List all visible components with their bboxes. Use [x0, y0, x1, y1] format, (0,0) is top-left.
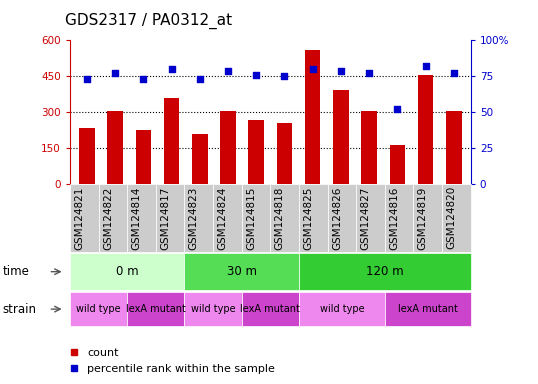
Text: GSM124827: GSM124827	[360, 186, 371, 250]
Text: GSM124822: GSM124822	[103, 186, 113, 250]
Bar	[79, 128, 95, 184]
Bar	[362, 111, 377, 184]
Text: GSM124815: GSM124815	[246, 186, 256, 250]
Point	[82, 76, 91, 82]
Bar	[136, 130, 151, 184]
Point	[195, 76, 204, 82]
Bar	[164, 98, 179, 184]
Point	[337, 68, 345, 74]
Text: 30 m: 30 m	[226, 265, 257, 278]
Point	[393, 106, 402, 113]
Point	[167, 66, 176, 72]
Bar	[277, 123, 292, 184]
Text: GSM124820: GSM124820	[447, 186, 456, 250]
Text: wild type: wild type	[191, 304, 236, 314]
Text: GSM124817: GSM124817	[160, 186, 170, 250]
Text: lexA mutant: lexA mutant	[126, 304, 186, 314]
Point	[450, 70, 458, 76]
Text: GDS2317 / PA0312_at: GDS2317 / PA0312_at	[65, 13, 232, 29]
Text: lexA mutant: lexA mutant	[398, 304, 458, 314]
Point	[365, 70, 373, 76]
Point	[111, 70, 119, 76]
Text: GSM124824: GSM124824	[217, 186, 228, 250]
Text: GSM124819: GSM124819	[418, 186, 428, 250]
Bar	[192, 134, 208, 184]
Text: wild type: wild type	[76, 304, 121, 314]
Bar	[446, 111, 462, 184]
Text: GSM124826: GSM124826	[332, 186, 342, 250]
Legend: count, percentile rank within the sample: count, percentile rank within the sample	[65, 344, 279, 379]
Bar	[390, 145, 405, 184]
Point	[308, 66, 317, 72]
Text: GSM124825: GSM124825	[303, 186, 313, 250]
Text: time: time	[3, 265, 30, 278]
Bar	[418, 75, 433, 184]
Text: GSM124823: GSM124823	[189, 186, 199, 250]
Bar	[333, 89, 349, 184]
Text: GSM124814: GSM124814	[131, 186, 141, 250]
Text: GSM124816: GSM124816	[389, 186, 399, 250]
Text: 120 m: 120 m	[366, 265, 404, 278]
Point	[252, 72, 260, 78]
Bar	[305, 50, 321, 184]
Text: GSM124821: GSM124821	[74, 186, 84, 250]
Text: 0 m: 0 m	[116, 265, 138, 278]
Bar	[249, 119, 264, 184]
Point	[421, 63, 430, 70]
Text: wild type: wild type	[320, 304, 364, 314]
Bar	[220, 111, 236, 184]
Text: strain: strain	[3, 303, 37, 316]
Text: GSM124818: GSM124818	[275, 186, 285, 250]
Text: lexA mutant: lexA mutant	[240, 304, 300, 314]
Point	[139, 76, 147, 82]
Point	[280, 73, 289, 79]
Point	[224, 68, 232, 74]
Bar	[108, 111, 123, 184]
